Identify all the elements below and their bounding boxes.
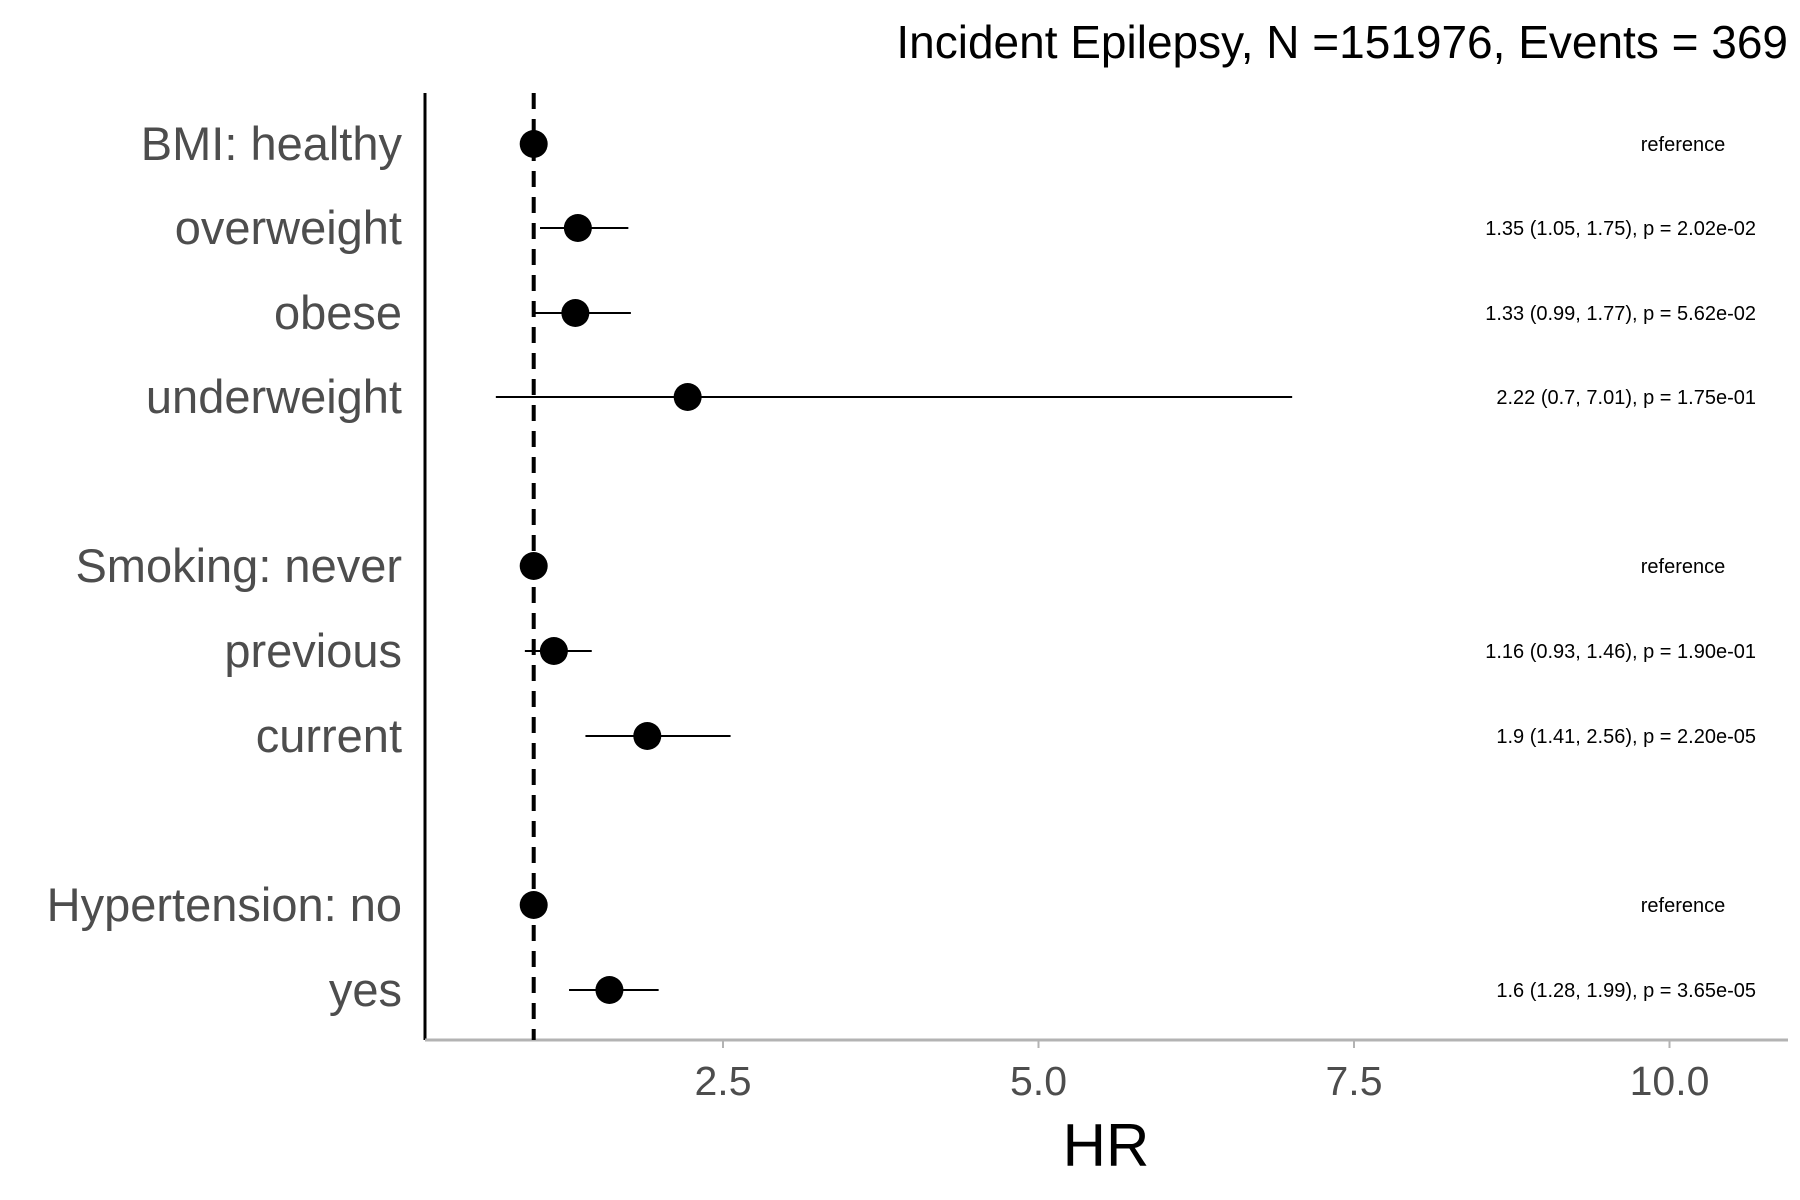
row-label: overweight (175, 201, 402, 254)
hr-annotation: 2.22 (0.7, 7.01), p = 1.75e-01 (1496, 387, 1756, 409)
x-axis-title: HR (1063, 1112, 1150, 1179)
x-tick-label: 2.5 (695, 1058, 752, 1104)
hr-annotation: 1.6 (1.28, 1.99), p = 3.65e-05 (1496, 980, 1756, 1002)
chart-title: Incident Epilepsy, N =151976, Events = 3… (896, 16, 1788, 68)
hr-point (539, 637, 568, 665)
hr-point (519, 552, 548, 580)
hr-annotation: 1.9 (1.41, 2.56), p = 2.20e-05 (1496, 726, 1756, 748)
hr-annotation: reference (1641, 556, 1726, 578)
hr-annotation: 1.35 (1.05, 1.75), p = 2.02e-02 (1485, 218, 1756, 240)
x-tick-label: 7.5 (1326, 1058, 1383, 1104)
hr-point (595, 976, 624, 1004)
hr-annotation: 1.33 (0.99, 1.77), p = 5.62e-02 (1485, 303, 1756, 325)
hr-point (519, 130, 548, 158)
row-label: yes (329, 963, 402, 1016)
row-label: Hypertension: no (47, 878, 402, 931)
hr-point (561, 299, 590, 327)
x-tick-label: 10.0 (1630, 1058, 1710, 1104)
row-label: current (256, 709, 402, 762)
hr-annotation: reference (1641, 134, 1726, 156)
row-label: obese (274, 286, 402, 339)
hr-point (519, 891, 548, 919)
hr-point (673, 383, 702, 411)
row-label: underweight (146, 370, 402, 423)
hr-point (563, 214, 592, 242)
row-label: Smoking: never (75, 539, 402, 592)
hr-annotation: reference (1641, 895, 1726, 917)
row-label: BMI: healthy (141, 117, 403, 170)
row-label: previous (224, 624, 402, 677)
hr-annotation: 1.16 (0.93, 1.46), p = 1.90e-01 (1485, 641, 1756, 663)
hr-point (633, 722, 662, 750)
x-tick-label: 5.0 (1010, 1058, 1067, 1104)
